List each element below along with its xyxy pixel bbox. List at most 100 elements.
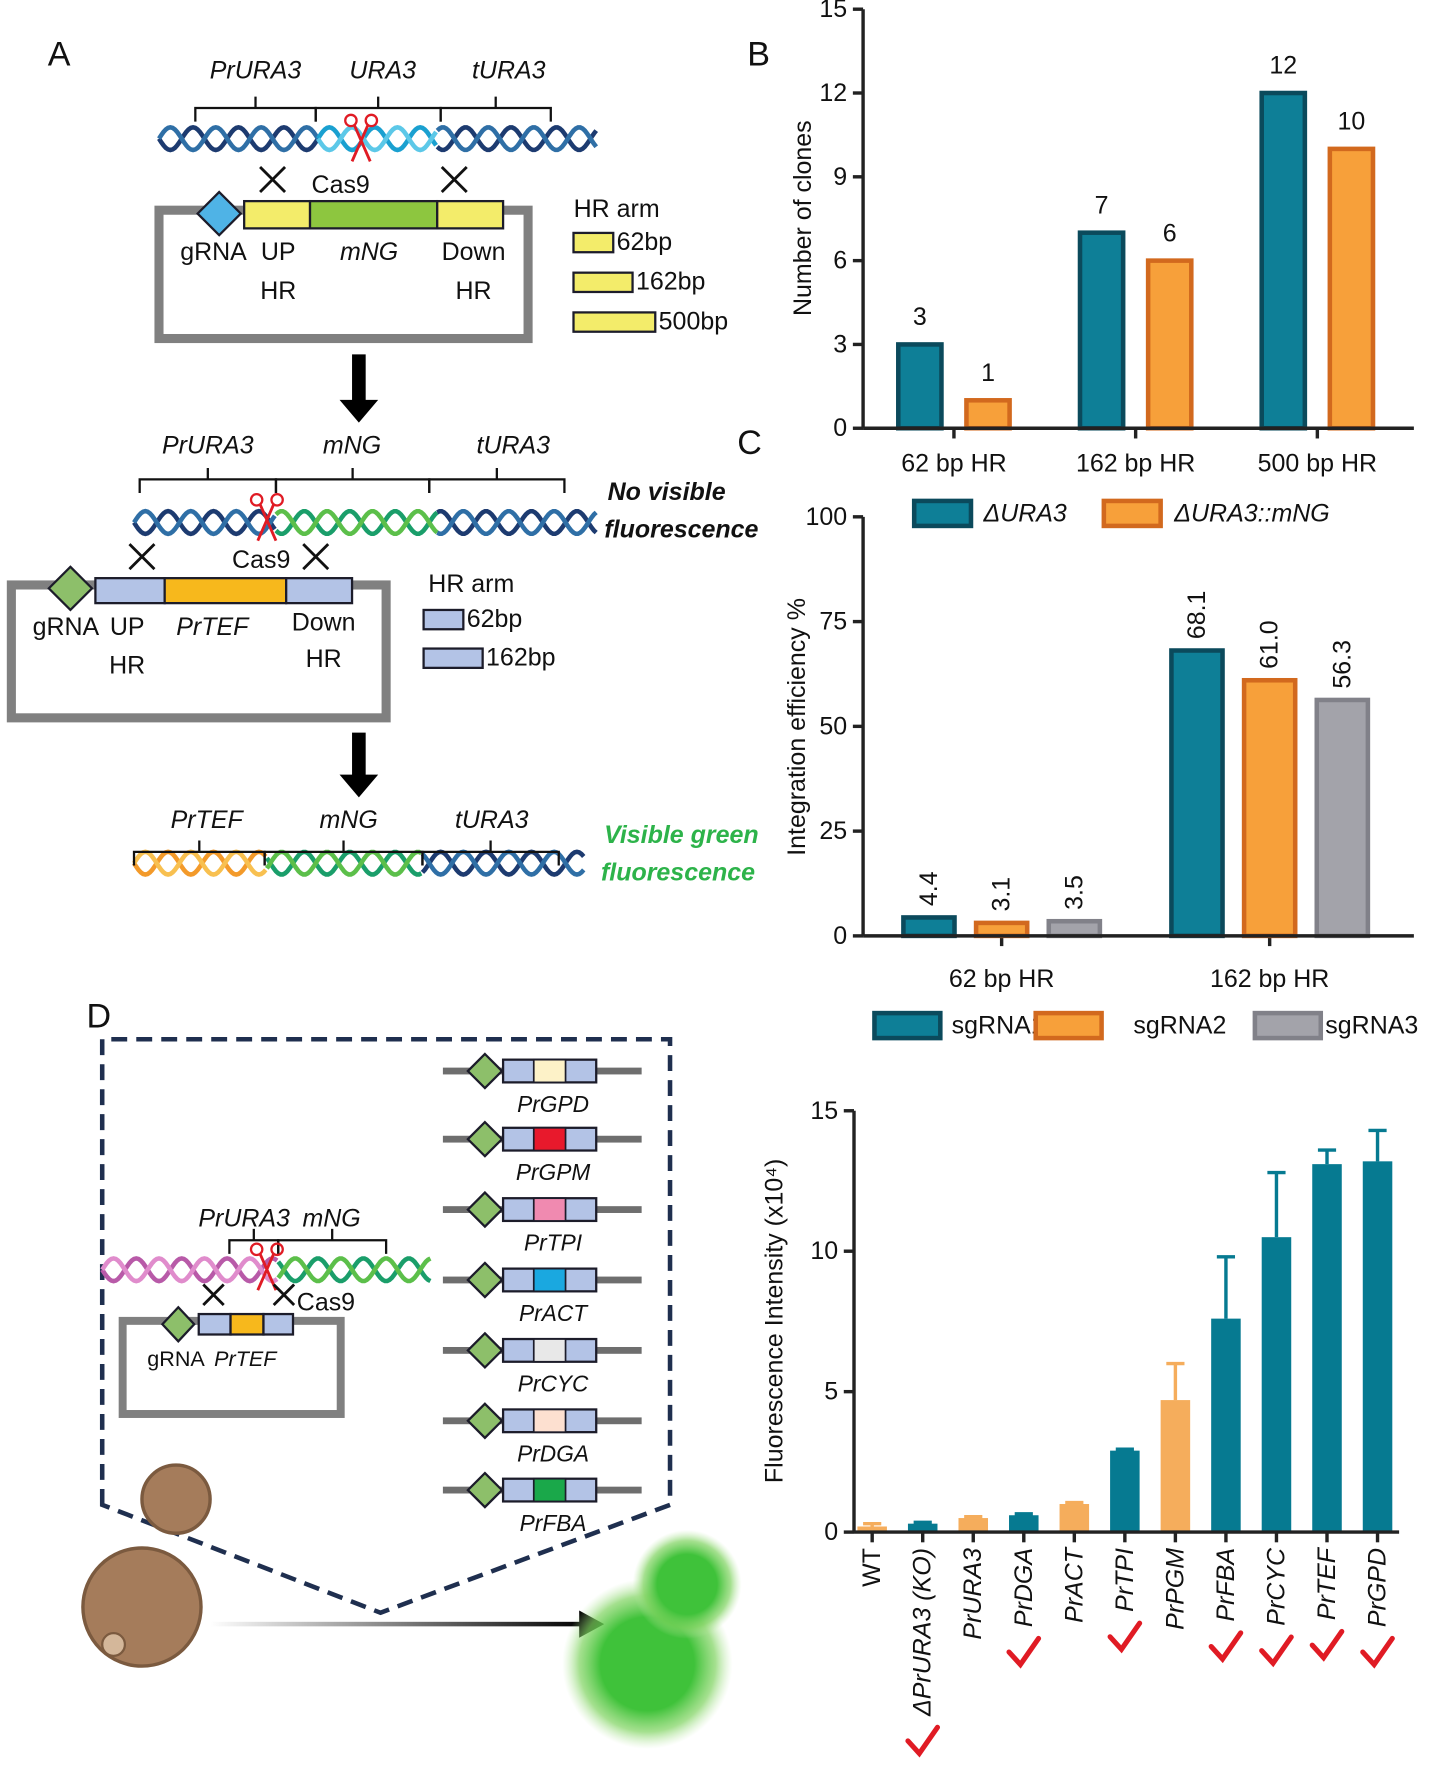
panel-label: B	[747, 36, 770, 74]
cell	[140, 1463, 212, 1535]
check-mark	[1208, 1630, 1244, 1664]
x-tick-label: 62 bp HR	[949, 965, 1054, 993]
region-label: PrTEF	[171, 806, 245, 834]
x-tick-label: WT	[858, 1548, 886, 1587]
hr-box	[285, 577, 354, 605]
y-tick-label: 75	[819, 608, 847, 636]
grna-diamond	[466, 1052, 504, 1090]
value-label: 3.1	[988, 877, 1016, 912]
error-bar	[1317, 1148, 1337, 1165]
x-tick-label: PrDGA	[1010, 1548, 1038, 1627]
x-tick-label: PrTPI	[1111, 1548, 1139, 1612]
note: Visible green	[604, 821, 759, 849]
arm-label: 162bp	[486, 644, 555, 672]
legend-swatch	[1252, 1010, 1324, 1041]
dna-strand	[436, 508, 598, 537]
dna-strand	[274, 508, 439, 537]
promoter-box	[532, 1126, 567, 1152]
hr-label: UP	[261, 238, 296, 266]
brace	[314, 96, 442, 122]
dna-strand	[316, 124, 438, 153]
error-bar	[913, 1520, 932, 1524]
bar	[1046, 918, 1103, 939]
hr-label: HR	[260, 277, 296, 305]
region-label: PrURA3	[210, 57, 302, 85]
legend-label: sgRNA2	[1133, 1012, 1226, 1040]
crossover	[272, 1283, 296, 1306]
y-tick-label: 5	[824, 1378, 838, 1406]
grna-diamond	[466, 1190, 504, 1229]
x-tick-label: 162 bp HR	[1210, 965, 1329, 993]
arm-label: 62bp	[617, 228, 673, 256]
bar	[1077, 230, 1126, 431]
dna-strand	[276, 1256, 432, 1284]
promoter-label: PrGPD	[517, 1091, 589, 1117]
bar	[1059, 1504, 1090, 1533]
insert-box	[163, 577, 288, 605]
dna-strand	[274, 508, 439, 537]
promoter-box	[532, 1477, 567, 1503]
arm-label: 62bp	[467, 605, 523, 633]
check-mark	[905, 1724, 941, 1758]
y-tick-label: 15	[819, 0, 847, 23]
hr-label: Down	[442, 238, 506, 266]
arm-label: 500bp	[659, 307, 728, 335]
cas-label: Cas9	[297, 1289, 355, 1317]
y-tick-label: 10	[810, 1237, 838, 1265]
dna-strand	[157, 124, 320, 153]
scissors-ring	[344, 113, 358, 128]
region-label: URA3	[349, 57, 416, 85]
y-tick-label: 15	[810, 1097, 838, 1125]
insert-label: PrTEF	[176, 613, 250, 641]
scissors	[256, 1253, 278, 1291]
check-mark	[1360, 1635, 1395, 1669]
value-label: 1	[981, 359, 995, 387]
crossover	[440, 166, 468, 194]
cell-bud	[101, 1632, 127, 1658]
error-bar	[1065, 1500, 1084, 1505]
promoter-box	[532, 1408, 567, 1434]
y-tick-label: 25	[819, 817, 847, 845]
check-mark	[1309, 1628, 1345, 1662]
bar	[1362, 1161, 1393, 1533]
cas-label: Cas9	[232, 546, 290, 574]
hr-box	[262, 1312, 295, 1336]
dna-strand	[420, 849, 586, 877]
arm-box	[422, 647, 484, 670]
bar	[973, 920, 1030, 939]
bar	[907, 1523, 938, 1533]
promoter-label: PrDGA	[517, 1441, 589, 1467]
check-mark	[1006, 1635, 1042, 1669]
bar	[1009, 1515, 1039, 1533]
value-label: 3.5	[1060, 875, 1088, 910]
y-tick-label: 0	[833, 922, 847, 950]
y-tick-label: 0	[833, 414, 847, 442]
error-bar	[863, 1521, 882, 1527]
bar	[1241, 677, 1298, 939]
hr-label: UP	[110, 613, 145, 641]
value-label: 6	[1163, 219, 1177, 247]
grna-diamond	[466, 1120, 504, 1158]
x-tick-label: PrTEF	[1313, 1546, 1341, 1620]
x-tick-label: 62 bp HR	[901, 449, 1006, 477]
hr-box	[243, 199, 312, 230]
bar	[1110, 1450, 1140, 1533]
x-tick-label: PrFBA	[1212, 1548, 1240, 1622]
bar	[964, 398, 1012, 431]
grna-diamond	[466, 1261, 504, 1299]
error-bar	[1014, 1512, 1033, 1516]
y-axis-label: Number of clones	[789, 120, 817, 316]
promoter-box	[532, 1058, 567, 1084]
cell-glow	[632, 1529, 742, 1639]
grna-diamond	[466, 1331, 504, 1370]
panel-label: D	[87, 998, 112, 1036]
bar	[1145, 258, 1194, 431]
y-tick-label: 0	[824, 1518, 838, 1546]
legend-swatch	[1033, 1010, 1104, 1041]
value-label: 3	[913, 303, 927, 331]
error-bar	[964, 1514, 983, 1519]
brace	[439, 96, 552, 122]
y-tick-label: 6	[833, 247, 847, 275]
promoter-label: PrTPI	[524, 1230, 583, 1256]
hr-label: HR	[306, 645, 342, 673]
